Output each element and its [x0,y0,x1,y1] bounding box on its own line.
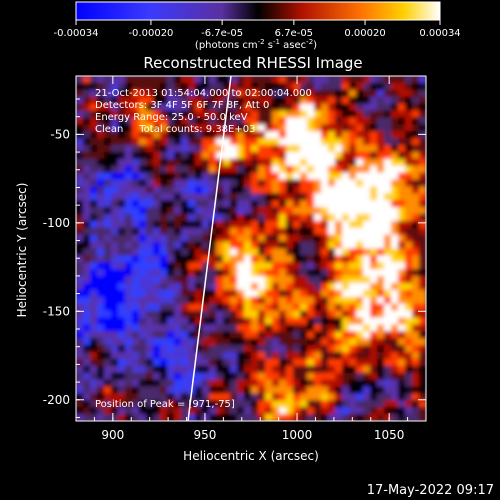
colorbar-tick-label: -0.00020 [128,28,173,39]
solar-limb [187,76,232,421]
y-tick-label: -150 [43,304,70,318]
plot-frame [75,75,427,422]
peak-position: Position of Peak = [971,-75] [95,399,235,410]
y-tick-label: -100 [43,216,70,230]
detectors: Detectors: 3F 4F 5F 6F 7F 8F, Att 0 [95,100,269,111]
colorbar-gradient [75,1,441,21]
colorbar-tick-label: -6.7e-05 [201,28,243,39]
x-axis-label: Heliocentric X (arcsec) [183,449,319,463]
x-tick-label: 1050 [374,428,405,442]
y-axis-label: Heliocentric Y (arcsec) [15,183,29,318]
rhessi-image [76,76,426,421]
clean-counts: Clean Total counts: 9.38E+03 [95,124,255,135]
timestamp: 17-May-2022 09:17 [367,483,494,498]
plot-title: Reconstructed RHESSI Image [143,54,362,72]
colorbar-tick-label: 6.7e-05 [275,28,313,39]
x-tick-label: 1000 [282,428,313,442]
colorbar-tick-label: -0.00034 [54,28,99,39]
colorbar-tick-label: 0.00020 [344,28,385,39]
time-range: 21-Oct-2013 01:54:04.000 to 02:00:04.000 [95,88,312,99]
observation-info: 21-Oct-2013 01:54:04.000 to 02:00:04.000… [95,88,312,410]
colorbar-units: (photons cm-2 s-1 asec-2) [195,38,317,51]
energy-range: Energy Range: 25.0 - 50.0 keV [95,112,248,123]
colorbar: -0.00034 -0.00020 -6.7e-05 6.7e-05 0.00020 0.… [54,1,461,51]
x-tick-label: 900 [101,428,124,442]
y-tick-label: -50 [50,127,70,141]
axis-ticks: 900 950 1000 1050 -50 -100 -150 -200 [43,76,426,442]
colorbar-tick-label: 0.00034 [419,28,460,39]
y-tick-label: -200 [43,393,70,407]
x-tick-label: 950 [193,428,216,442]
colorbar-ticks: -0.00034 -0.00020 -6.7e-05 6.7e-05 0.00020 0.… [54,20,461,39]
